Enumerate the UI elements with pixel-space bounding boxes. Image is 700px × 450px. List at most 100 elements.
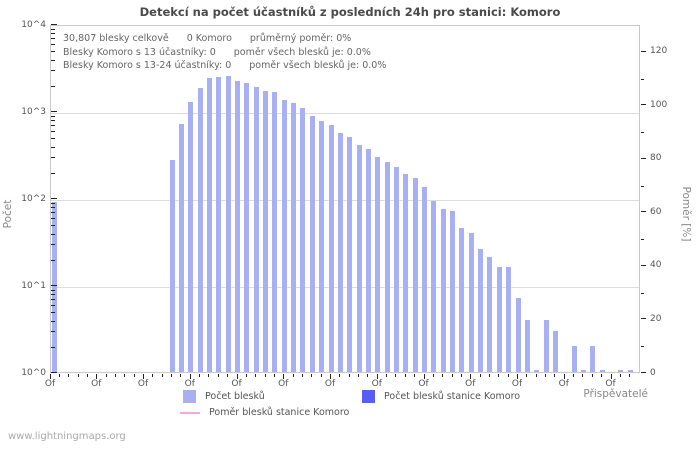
bar — [459, 228, 465, 372]
bar — [281, 99, 287, 372]
stats-annotation: 30,807 blesky celkově 0 Komoro průměrný po… — [63, 32, 404, 73]
x-axis-major-tick — [470, 374, 472, 379]
y-axis-minor-tick — [51, 33, 55, 35]
x-axis-minor-tick — [488, 374, 490, 377]
x-axis-minor-tick — [535, 374, 537, 377]
gridline — [51, 287, 639, 288]
station-flashes: 0 Komoro — [186, 33, 232, 44]
stats-line-3: Blesky Komoro s 13-24 účastníky: 0 poměr … — [63, 59, 404, 73]
bar — [235, 80, 240, 372]
bar — [478, 248, 484, 372]
y-axis-title-left: Počet — [2, 199, 14, 229]
y-axis-minor-tick — [51, 131, 55, 133]
y2-axis-major-tick — [641, 50, 646, 52]
bar — [422, 186, 427, 372]
y2-axis-minor-tick — [641, 346, 644, 348]
y2-axis-tick-label: 120 — [650, 46, 668, 57]
bar — [412, 178, 418, 372]
stats-line-1: 30,807 blesky celkově 0 Komoro průměrný po… — [63, 32, 404, 46]
x-axis-minor-tick — [245, 374, 247, 377]
gridline — [51, 113, 639, 114]
y2-axis-minor-tick — [641, 132, 644, 134]
y2-axis-tick-label: 20 — [650, 313, 662, 324]
x-axis-major-tick — [96, 374, 98, 379]
x-axis-minor-tick — [404, 374, 406, 377]
x-axis-minor-tick — [58, 374, 60, 377]
bar — [337, 133, 343, 372]
y2-axis-major-tick — [641, 157, 646, 159]
x-axis-minor-tick — [152, 374, 154, 377]
y-axis-minor-tick — [51, 85, 55, 87]
station-flash-count-swatch-icon — [362, 390, 375, 403]
x-axis-minor-tick — [339, 374, 341, 377]
y-axis-major-tick — [51, 285, 57, 286]
x-axis-minor-tick — [348, 374, 350, 377]
x-axis-minor-tick — [451, 374, 453, 377]
x-axis-tick-label: Of — [184, 379, 195, 389]
bar — [450, 210, 456, 372]
y-axis-minor-tick — [51, 59, 55, 61]
bar — [319, 121, 325, 372]
bar — [431, 200, 437, 372]
x-axis-minor-tick — [114, 374, 116, 377]
y-axis-minor-tick — [51, 305, 55, 307]
x-axis-minor-tick — [292, 374, 294, 377]
bar — [263, 90, 269, 372]
x-axis-minor-tick — [629, 374, 631, 377]
bar — [169, 159, 175, 372]
y2-axis-tick-label: 80 — [650, 153, 662, 164]
x-axis-major-tick — [517, 374, 518, 379]
y-axis-minor-tick — [51, 312, 55, 314]
x-axis-minor-tick — [442, 374, 444, 377]
x-axis-minor-tick — [320, 374, 322, 377]
bar — [403, 173, 409, 372]
bar — [618, 370, 624, 372]
x-axis-minor-tick — [301, 374, 303, 377]
x-axis-tick-label: Of — [558, 379, 569, 389]
y-axis-minor-tick — [51, 120, 55, 122]
x-axis-tick-label: Of — [91, 379, 102, 389]
y-axis-major-tick — [51, 372, 57, 373]
x-axis-minor-tick — [414, 374, 416, 377]
legend-label: Počet blesků stanice Komoro — [384, 391, 521, 402]
bar — [627, 370, 633, 372]
y-axis-minor-tick — [51, 44, 55, 46]
x-axis-minor-tick — [133, 374, 135, 377]
x-axis-major-tick — [143, 374, 144, 379]
x-axis-major-tick — [423, 374, 425, 379]
bar — [552, 330, 558, 372]
bar — [253, 87, 259, 372]
x-axis-minor-tick — [86, 374, 88, 377]
x-axis-tick-label: Of — [371, 379, 382, 389]
bar — [496, 267, 502, 372]
bar — [571, 345, 577, 372]
x-axis-major-tick — [610, 374, 612, 379]
y2-axis-tick-label: 100 — [650, 99, 668, 110]
watermark-url: www.lightningmaps.org — [8, 431, 126, 442]
y-axis-minor-tick — [51, 259, 55, 261]
flash-count-swatch-icon — [183, 390, 196, 403]
y-axis-minor-tick — [51, 70, 55, 72]
x-axis-minor-tick — [180, 374, 182, 377]
y-axis-minor-tick — [51, 202, 55, 204]
bar — [440, 208, 446, 372]
x-axis-minor-tick — [601, 374, 603, 377]
x-axis-minor-tick — [479, 374, 481, 377]
bar — [375, 156, 381, 372]
x-axis-major-tick — [376, 374, 378, 379]
x-axis-minor-tick — [554, 374, 556, 377]
y2-axis-tick-label: 60 — [650, 206, 662, 217]
x-axis-minor-tick — [77, 374, 79, 377]
y2-axis-major-tick — [641, 372, 646, 373]
chart-title: Detekcí na počet účastníků z posledních … — [139, 5, 561, 19]
x-axis-major-tick — [563, 374, 565, 379]
bar — [599, 370, 605, 372]
plot-area: 30,807 blesky celkově 0 Komoro průměrný po… — [50, 25, 640, 373]
x-axis-minor-tick — [273, 374, 275, 377]
x-axis-tick-label: Of — [137, 379, 149, 389]
x-axis-major-tick — [283, 374, 285, 379]
y2-axis-tick-label: 0 — [650, 367, 656, 378]
x-axis-minor-tick — [573, 374, 575, 377]
y2-axis-minor-tick — [641, 185, 644, 187]
bar — [300, 108, 306, 372]
